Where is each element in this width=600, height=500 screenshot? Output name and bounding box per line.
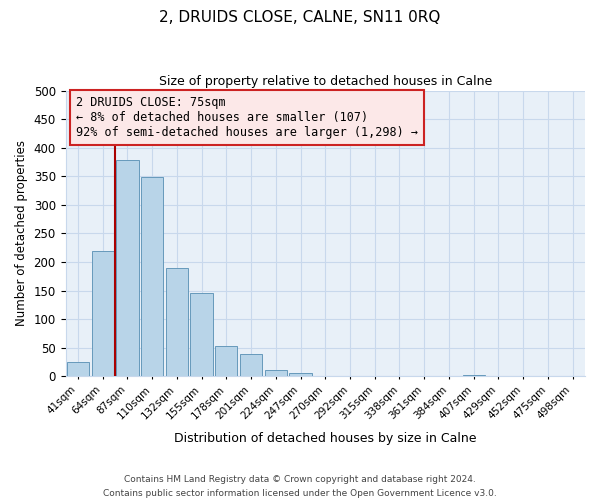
Text: 2, DRUIDS CLOSE, CALNE, SN11 0RQ: 2, DRUIDS CLOSE, CALNE, SN11 0RQ (160, 10, 440, 25)
Bar (289, 373, 311, 376)
Bar (463, 375, 485, 376)
Y-axis label: Number of detached properties: Number of detached properties (15, 140, 28, 326)
Bar (116, 160, 139, 376)
X-axis label: Distribution of detached houses by size in Calne: Distribution of detached houses by size … (174, 432, 476, 445)
Bar (190, 293, 213, 376)
Bar (92, 250, 114, 376)
Bar (166, 268, 188, 376)
Text: 2 DRUIDS CLOSE: 75sqm
← 8% of detached houses are smaller (107)
92% of semi-deta: 2 DRUIDS CLOSE: 75sqm ← 8% of detached h… (76, 96, 418, 140)
Bar (67, 362, 89, 376)
Bar (141, 178, 163, 376)
Bar (265, 370, 287, 376)
Text: Contains HM Land Registry data © Crown copyright and database right 2024.
Contai: Contains HM Land Registry data © Crown c… (103, 476, 497, 498)
Bar (240, 354, 262, 376)
Title: Size of property relative to detached houses in Calne: Size of property relative to detached ho… (158, 75, 492, 88)
Bar (215, 346, 238, 376)
